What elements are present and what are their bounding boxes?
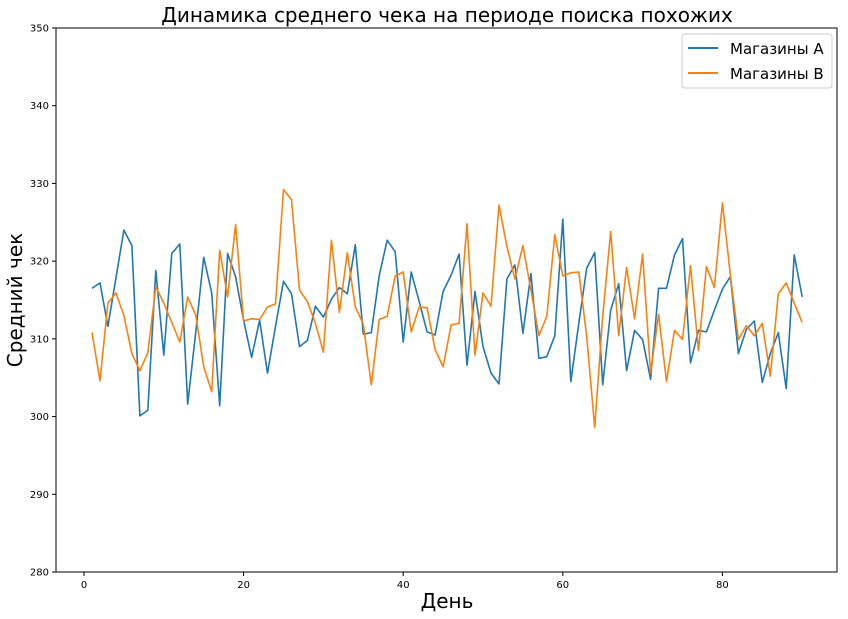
- y-tick-label: 330: [30, 179, 49, 190]
- x-tick-label: 80: [716, 580, 729, 591]
- x-tick-label: 60: [556, 580, 569, 591]
- y-tick-label: 280: [30, 568, 49, 579]
- x-tick-label: 20: [237, 580, 250, 591]
- y-tick-label: 320: [30, 257, 49, 268]
- y-tick-label: 300: [30, 412, 49, 423]
- x-tick-label: 40: [397, 580, 410, 591]
- x-axis-ticks: 0 20 40 60 80: [81, 572, 729, 591]
- legend: Магазины A Магазины B: [681, 33, 833, 89]
- legend-label-a: Магазины A: [730, 40, 824, 58]
- plot-lines: [91, 188, 803, 429]
- y-tick-label: 340: [30, 101, 49, 112]
- y-axis-label: Средний чек: [3, 233, 27, 367]
- legend-label-b: Магазины B: [730, 65, 824, 83]
- x-tick-label: 0: [81, 580, 87, 591]
- x-axis-label: День: [421, 589, 474, 613]
- legend-box: [681, 33, 833, 89]
- series-line-1: [91, 188, 803, 429]
- series-line-0: [91, 218, 803, 417]
- y-axis-ticks: 280 290 300 310 320 330 340 350: [30, 24, 56, 579]
- chart-title: Динамика среднего чека на периоде поиска…: [161, 3, 733, 27]
- y-tick-label: 350: [30, 24, 49, 35]
- y-tick-label: 290: [30, 490, 49, 501]
- y-tick-label: 310: [30, 334, 49, 345]
- plot-frame: [55, 27, 838, 573]
